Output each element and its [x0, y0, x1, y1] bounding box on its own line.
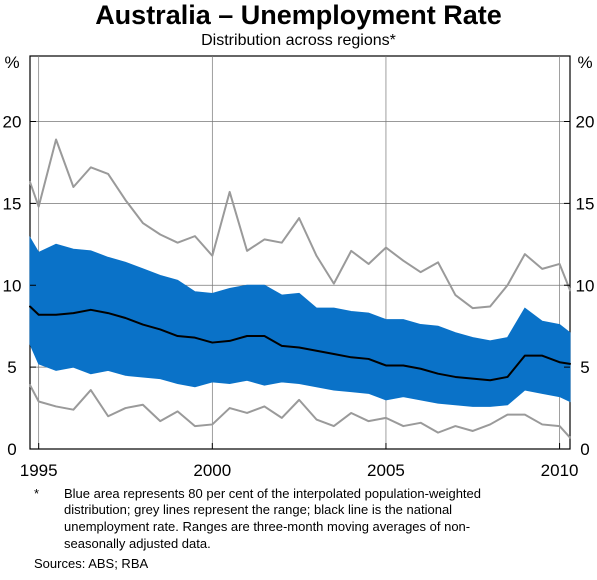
sources-note: Sources: ABS; RBA [34, 556, 148, 571]
right-y-unit-label: % [577, 53, 592, 72]
footnote-line-4: seasonally adjusted data. [64, 536, 211, 551]
left-y-unit-label: % [4, 53, 19, 72]
left-y-tick-label-0: 0 [7, 440, 16, 459]
left-y-tick-label-20: 20 [3, 113, 22, 132]
right-y-tick-label-15: 15 [576, 194, 595, 213]
left-y-tick-label-10: 10 [3, 276, 22, 295]
x-tick-label-1995: 1995 [20, 461, 58, 480]
x-tick-label-2000: 2000 [193, 461, 231, 480]
distribution-area-layer [29, 235, 571, 407]
chart-subtitle: Distribution across regions* [201, 32, 396, 49]
footnote-line-1: Blue area represents 80 per cent of the … [64, 486, 481, 501]
series-lines-layer [29, 138, 571, 439]
right-y-tick-label-0: 0 [580, 440, 589, 459]
right-y-tick-label-20: 20 [576, 113, 595, 132]
footnote-marker: * [34, 486, 39, 501]
left-y-tick-label-5: 5 [7, 358, 16, 377]
right-y-tick-label-10: 10 [576, 276, 595, 295]
series-80-percent-area [29, 235, 571, 407]
footnote-line-3: unemployment rate. Ranges are three-mont… [64, 519, 470, 534]
footnote-line-2: distribution; grey lines represent the r… [64, 502, 452, 517]
series-range-min-line [29, 384, 571, 439]
right-y-tick-label-5: 5 [580, 358, 589, 377]
x-tick-label-2005: 2005 [367, 461, 405, 480]
series-range-max-line [29, 138, 571, 310]
series-national-rate-line [29, 305, 571, 382]
x-tick-label-2010: 2010 [541, 461, 579, 480]
chart-title: Australia – Unemployment Rate [95, 0, 502, 30]
axes-layer: 0 0 5 5 10 10 15 15 20 20 1995 2000 2005 2010 [3, 113, 595, 481]
left-y-tick-label-15: 15 [3, 194, 22, 213]
